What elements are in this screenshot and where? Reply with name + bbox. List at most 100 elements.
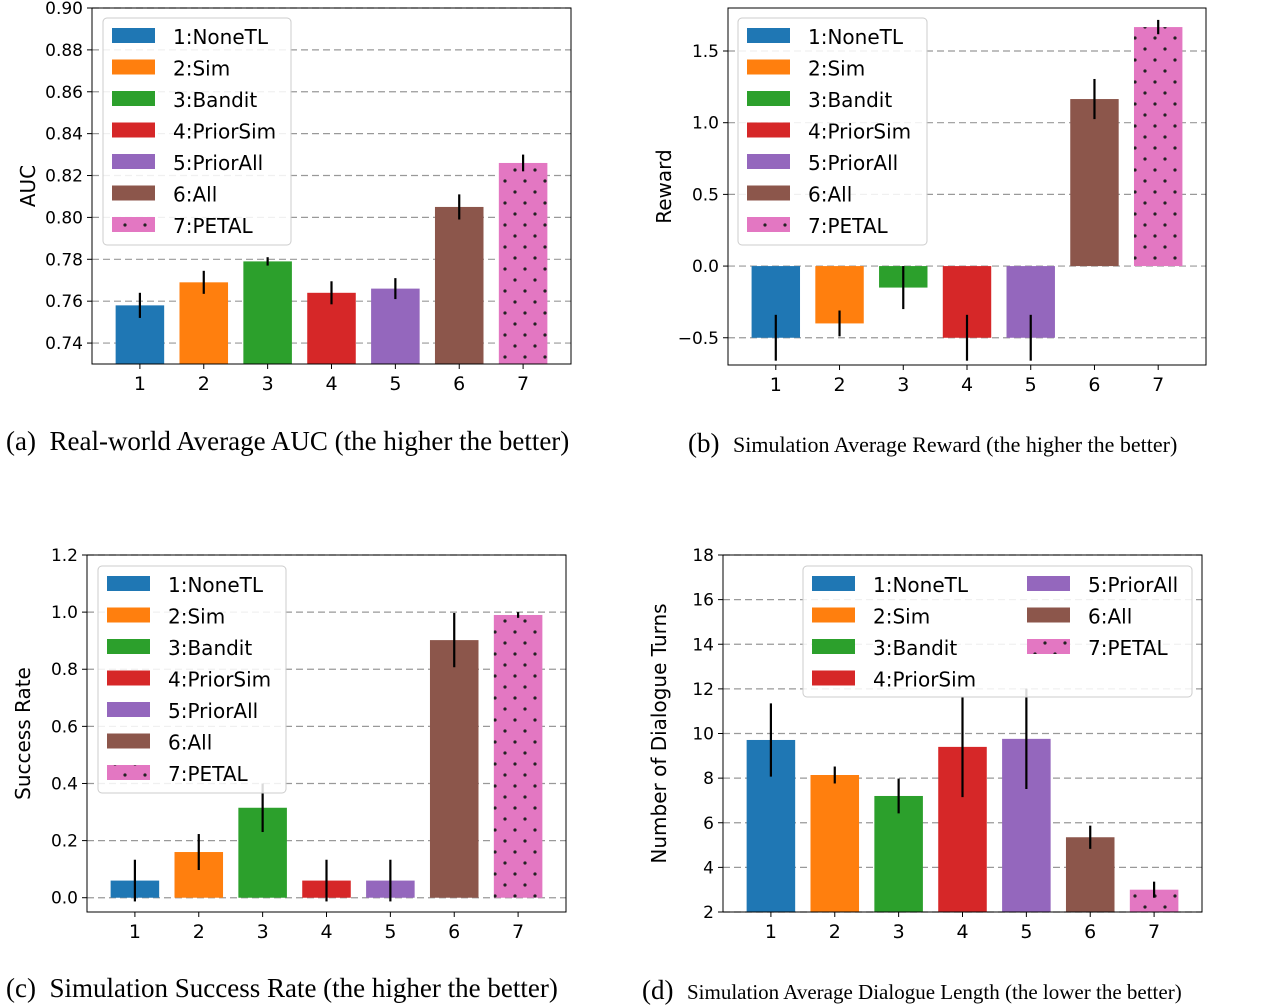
y-tick-label: 4 bbox=[703, 858, 714, 878]
legend-entry-5: 5:PriorAll bbox=[168, 699, 258, 723]
legend-swatch-7 bbox=[107, 765, 150, 780]
legend-swatch-1 bbox=[747, 28, 790, 43]
y-tick-label: 0.5 bbox=[692, 185, 719, 205]
legend-swatch-1 bbox=[812, 576, 855, 591]
y-tick-label: 0.6 bbox=[51, 717, 78, 737]
x-tick-label: 5 bbox=[1020, 921, 1032, 943]
x-tick-label: 6 bbox=[448, 921, 460, 943]
x-tick-label: 5 bbox=[389, 373, 401, 395]
legend-swatch-4 bbox=[812, 670, 855, 686]
y-tick-label: 10 bbox=[692, 725, 714, 745]
legend-swatch-6 bbox=[1027, 607, 1070, 623]
legend-swatch-1 bbox=[107, 576, 150, 591]
x-tick-label: 4 bbox=[320, 921, 332, 943]
legend-entry-3: 3:Bandit bbox=[808, 88, 892, 112]
bar-7 bbox=[1129, 889, 1179, 912]
x-tick-label: 3 bbox=[262, 373, 274, 395]
legend-swatch-2 bbox=[812, 607, 855, 623]
y-tick-label: 0.4 bbox=[51, 774, 78, 794]
bar-5 bbox=[371, 288, 420, 364]
caption-text: Simulation Success Rate (the higher the … bbox=[49, 973, 558, 1003]
legend-entry-1: 1:NoneTL bbox=[808, 25, 904, 49]
legend-entry-7: 7:PETAL bbox=[173, 214, 254, 238]
y-tick-label: 14 bbox=[692, 635, 714, 655]
legend-entry-6: 6:All bbox=[173, 183, 217, 207]
x-tick-label: 2 bbox=[198, 373, 210, 395]
legend-entry-3: 3:Bandit bbox=[173, 88, 257, 112]
y-tick-label: 1.0 bbox=[692, 114, 719, 134]
legend-entry-6: 6:All bbox=[1088, 605, 1132, 629]
legend-entry-4: 4:PriorSim bbox=[873, 668, 976, 692]
y-tick-label: 6 bbox=[703, 814, 714, 834]
x-tick-label: 6 bbox=[1088, 374, 1100, 396]
bar-6 bbox=[1070, 99, 1119, 267]
y-tick-label: 1.0 bbox=[51, 603, 78, 623]
legend-swatch-3 bbox=[747, 91, 790, 106]
legend-swatch-4 bbox=[107, 670, 150, 686]
x-tick-label: 5 bbox=[1025, 374, 1037, 396]
y-tick-label: 0.74 bbox=[45, 334, 83, 354]
legend-swatch-7 bbox=[112, 217, 155, 232]
bar-6 bbox=[1065, 837, 1115, 912]
legend-entry-6: 6:All bbox=[168, 731, 212, 755]
x-tick-label: 3 bbox=[893, 921, 905, 943]
bar-2 bbox=[179, 282, 229, 364]
axes-frame bbox=[91, 7, 572, 365]
bar-6 bbox=[429, 640, 479, 898]
y-tick-label: 0.76 bbox=[45, 292, 83, 312]
y-tick-label: 0.0 bbox=[51, 889, 78, 909]
caption-a: (a) Real-world Average AUC (the higher t… bbox=[6, 426, 569, 457]
legend-entry-4: 4:PriorSim bbox=[168, 668, 271, 692]
y-tick-label: 0.2 bbox=[51, 832, 78, 852]
x-tick-label: 1 bbox=[765, 921, 777, 943]
x-tick-label: 5 bbox=[384, 921, 396, 943]
x-tick-label: 6 bbox=[1084, 921, 1096, 943]
legend-entry-7: 7:PETAL bbox=[168, 762, 249, 786]
y-tick-label: 2 bbox=[703, 903, 714, 923]
y-tick-label: 8 bbox=[703, 769, 714, 789]
legend-swatch-1 bbox=[112, 28, 155, 43]
x-tick-label: 1 bbox=[770, 374, 782, 396]
legend-entry-4: 4:PriorSim bbox=[173, 120, 276, 144]
y-tick-label: 0.86 bbox=[45, 83, 83, 103]
legend-entry-7: 7:PETAL bbox=[808, 214, 889, 238]
legend-swatch-4 bbox=[747, 122, 790, 138]
x-tick-label: 2 bbox=[193, 921, 205, 943]
bar-3 bbox=[243, 261, 292, 364]
caption-text: Real-world Average AUC (the higher the b… bbox=[49, 426, 570, 456]
y-tick-label: 0.80 bbox=[45, 208, 83, 228]
axes-frame bbox=[722, 554, 1203, 913]
legend-entry-2: 2:Sim bbox=[808, 57, 865, 81]
y-tick-label: 0.8 bbox=[51, 660, 78, 680]
x-tick-label: 2 bbox=[829, 921, 841, 943]
x-tick-label: 7 bbox=[1152, 374, 1164, 396]
x-tick-label: 7 bbox=[517, 373, 529, 395]
bar-4 bbox=[307, 292, 356, 364]
legend-swatch-6 bbox=[112, 185, 155, 201]
legend-entry-1: 1:NoneTL bbox=[873, 573, 969, 597]
y-tick-label: 0.84 bbox=[45, 125, 83, 145]
y-axis-label: Number of Dialogue Turns bbox=[647, 603, 671, 863]
caption-text: Simulation Average Dialogue Length (the … bbox=[686, 980, 1182, 1004]
legend-swatch-4 bbox=[112, 122, 155, 138]
caption-label: (a) bbox=[6, 426, 36, 456]
legend-swatch-6 bbox=[747, 185, 790, 201]
legend: 1:NoneTL 2:Sim 3:Bandit 4:PriorSim 5:PriorAl… bbox=[802, 565, 1193, 698]
legend-swatch-2 bbox=[112, 59, 155, 75]
y-tick-label: 0.0 bbox=[692, 257, 719, 277]
y-tick-label: 0.88 bbox=[45, 41, 83, 61]
y-axis-label: Success Rate bbox=[11, 667, 35, 800]
y-tick-label: 1.5 bbox=[692, 42, 719, 62]
legend-entry-1: 1:NoneTL bbox=[173, 25, 269, 49]
y-tick-label: 16 bbox=[692, 591, 714, 611]
caption-label: (b) bbox=[688, 428, 720, 458]
x-tick-label: 3 bbox=[897, 374, 909, 396]
y-tick-label: −0.5 bbox=[678, 329, 719, 349]
y-tick-label: 18 bbox=[692, 546, 714, 566]
legend-entry-2: 2:Sim bbox=[168, 605, 225, 629]
legend-entry-7: 7:PETAL bbox=[1088, 636, 1169, 660]
x-tick-label: 7 bbox=[512, 921, 524, 943]
x-tick-label: 4 bbox=[956, 921, 968, 943]
